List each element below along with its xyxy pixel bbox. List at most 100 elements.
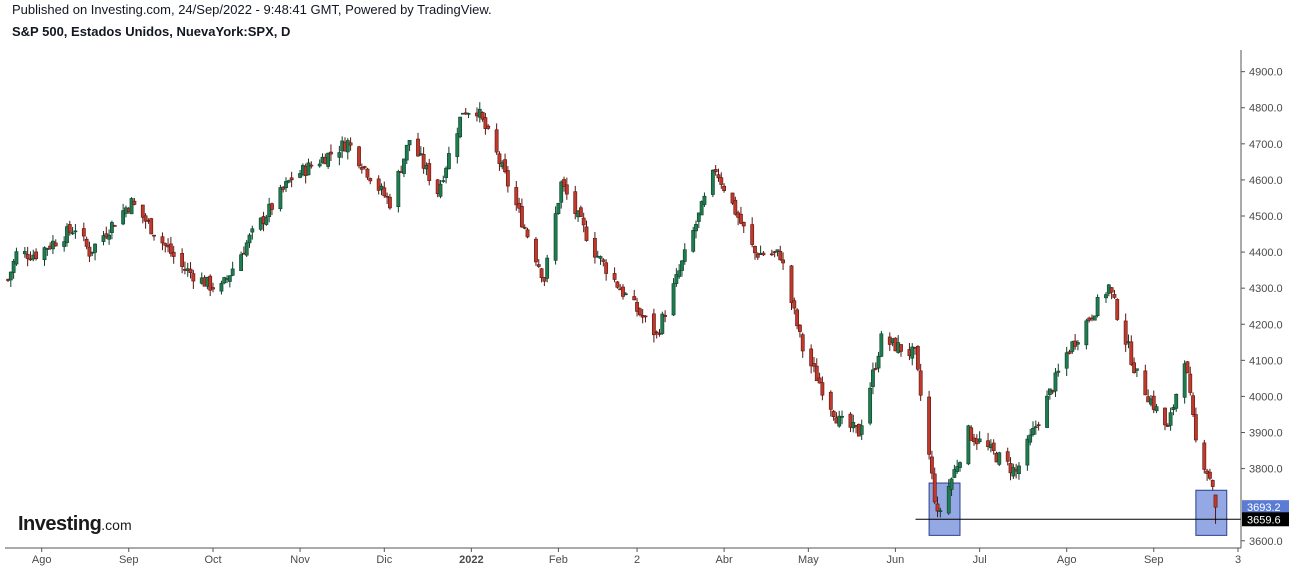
candle-body <box>612 273 617 280</box>
candle-body <box>522 227 527 229</box>
candle-body <box>949 478 954 490</box>
candle-body <box>820 382 825 396</box>
logo-domain: .com <box>101 517 132 533</box>
candle-body <box>1213 494 1218 508</box>
candle-body <box>1011 467 1016 477</box>
candle-body <box>87 246 92 257</box>
candle-body <box>1028 434 1033 443</box>
x-tick-label: Sep <box>119 554 139 566</box>
candle-body <box>284 181 288 189</box>
candle-body <box>741 221 746 227</box>
candle-body <box>503 159 507 173</box>
candle-body <box>772 251 777 253</box>
candle-body <box>163 243 168 246</box>
candle-body <box>121 210 126 225</box>
candle-body <box>1064 352 1069 369</box>
candle-body <box>873 367 878 370</box>
candle-body <box>1095 297 1100 317</box>
candle-body <box>208 275 213 291</box>
candle-body <box>337 152 342 158</box>
candle-body <box>792 300 797 309</box>
candle-body <box>362 166 367 168</box>
candle-body <box>168 243 173 254</box>
candle-body <box>1056 370 1061 373</box>
x-tick-label: Feb <box>549 554 568 566</box>
candle-body <box>160 236 165 244</box>
candle-body <box>180 253 185 267</box>
candle-body <box>1182 363 1187 398</box>
candle-body <box>621 286 625 297</box>
candle-body <box>1174 393 1179 409</box>
candle-body <box>281 186 286 190</box>
candle-body <box>1163 407 1167 426</box>
candle-body <box>1076 342 1080 345</box>
candle-body <box>188 268 193 274</box>
candle-body <box>918 370 923 396</box>
candle-body <box>359 167 364 170</box>
candle-body <box>514 187 519 206</box>
candle-body <box>525 229 530 238</box>
price-label-bg <box>1242 512 1289 527</box>
candle-body <box>677 270 682 277</box>
candle-body <box>326 152 331 167</box>
candle-body <box>674 274 679 284</box>
candle-body <box>722 185 726 191</box>
candle-body <box>317 163 322 167</box>
candle-body <box>84 238 89 247</box>
candle-body <box>368 178 373 182</box>
candle-body <box>879 333 884 357</box>
candle-body <box>753 246 757 254</box>
candle-body <box>152 234 156 237</box>
chart-title: S&P 500, Estados Unidos, NuevaYork:SPX, … <box>12 24 291 39</box>
candle-body <box>837 415 842 427</box>
candle-body <box>211 287 215 290</box>
candle-body <box>643 315 648 318</box>
candle-body <box>696 212 701 222</box>
y-tick-label: 4500.0 <box>1249 211 1283 223</box>
candle-body <box>1129 341 1134 365</box>
price-label: 3659.6 <box>1247 514 1281 526</box>
candle-body <box>239 254 243 271</box>
candle-body <box>615 281 620 288</box>
candle-body <box>1202 442 1207 470</box>
candle-body <box>298 173 302 178</box>
candle-body <box>270 203 274 210</box>
candle-body <box>562 179 566 187</box>
candle-body <box>407 140 412 146</box>
candle-body <box>997 452 1002 465</box>
y-tick-label: 3800.0 <box>1249 464 1283 476</box>
candle-body <box>486 125 491 129</box>
candle-body <box>584 226 589 241</box>
candle-body <box>761 252 766 256</box>
candle-body <box>573 191 578 214</box>
candle-body <box>632 296 637 301</box>
candle-body <box>402 158 406 174</box>
candle-body <box>559 181 564 203</box>
candle-body <box>250 228 255 233</box>
candle-body <box>385 195 390 198</box>
candle-body <box>564 184 569 195</box>
candle-body <box>604 262 609 274</box>
candle-body <box>348 142 353 146</box>
candle-body <box>710 169 715 195</box>
candle-body <box>601 259 606 262</box>
candle-body <box>480 112 485 120</box>
candle-body <box>427 163 432 181</box>
x-tick-label: Sep <box>1144 554 1164 566</box>
candle-body <box>171 251 176 257</box>
candle-body <box>28 258 33 261</box>
candle-body <box>497 153 502 164</box>
x-tick-label: Nov <box>290 554 310 566</box>
candle-body <box>623 293 628 296</box>
published-note: Published on Investing.com, 24/Sep/2022 … <box>12 2 492 17</box>
candle-body <box>598 256 603 259</box>
candle-body <box>699 201 704 216</box>
candle-body <box>542 277 547 282</box>
candle-body <box>775 249 780 252</box>
x-tick-label: Ago <box>32 554 52 566</box>
y-tick-label: 3900.0 <box>1249 428 1283 440</box>
candle-body <box>458 116 463 138</box>
candle-body <box>637 308 642 316</box>
price-label-bg <box>1242 500 1289 515</box>
